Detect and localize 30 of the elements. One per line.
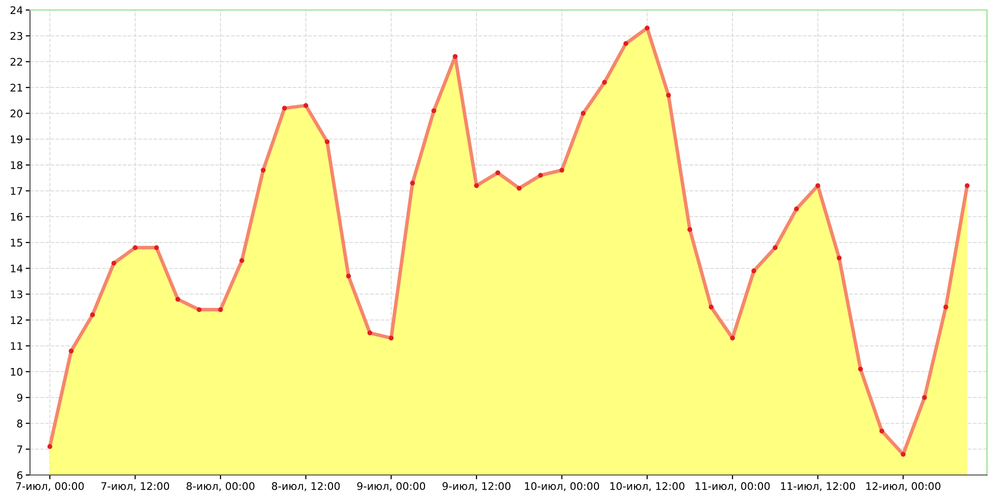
y-tick-label: 6 (17, 471, 22, 480)
y-tick-label: 10 (10, 368, 22, 376)
y-tick-label: 23 (10, 32, 22, 40)
x-tick-label: 7-июл, 00:00 (16, 482, 84, 492)
y-tick-label: 7 (17, 446, 22, 454)
y-tick-label: 24 (10, 6, 22, 14)
y-tick-label: 8 (17, 420, 22, 428)
x-tick-label: 12-июл, 00:00 (866, 482, 940, 492)
y-tick-label: 15 (10, 238, 22, 247)
y-tick-label: 22 (10, 58, 22, 66)
y-tick-label: 13 (10, 290, 22, 298)
y-tick-label: 18 (10, 161, 22, 170)
y-tick-label: 19 (10, 135, 22, 144)
x-tick-label: 7-июл, 12:00 (101, 482, 170, 492)
y-tick-label: 11 (10, 342, 22, 350)
x-tick-label: 11-июл, 12:00 (781, 482, 856, 492)
x-tick-label: 9-июл, 00:00 (357, 482, 426, 492)
y-tick-label: 14 (10, 264, 22, 272)
x-tick-label: 8-июл, 12:00 (272, 482, 340, 492)
y-tick-label: 21 (10, 84, 22, 92)
x-tick-label: 11-июл, 00:00 (696, 482, 770, 492)
y-tick-label: 16 (10, 212, 22, 221)
y-tick-label: 20 (10, 110, 22, 118)
x-tick-label: 9-июл, 12:00 (442, 482, 510, 492)
x-tick-label: 10-июл, 12:00 (610, 482, 684, 492)
x-tick-label: 10-июл, 00:00 (525, 482, 600, 492)
y-tick-label: 9 (17, 394, 22, 402)
x-tick-label: 8-июл, 00:00 (186, 482, 254, 492)
y-tick-label: 17 (10, 187, 22, 195)
y-tick-label: 12 (10, 316, 22, 324)
